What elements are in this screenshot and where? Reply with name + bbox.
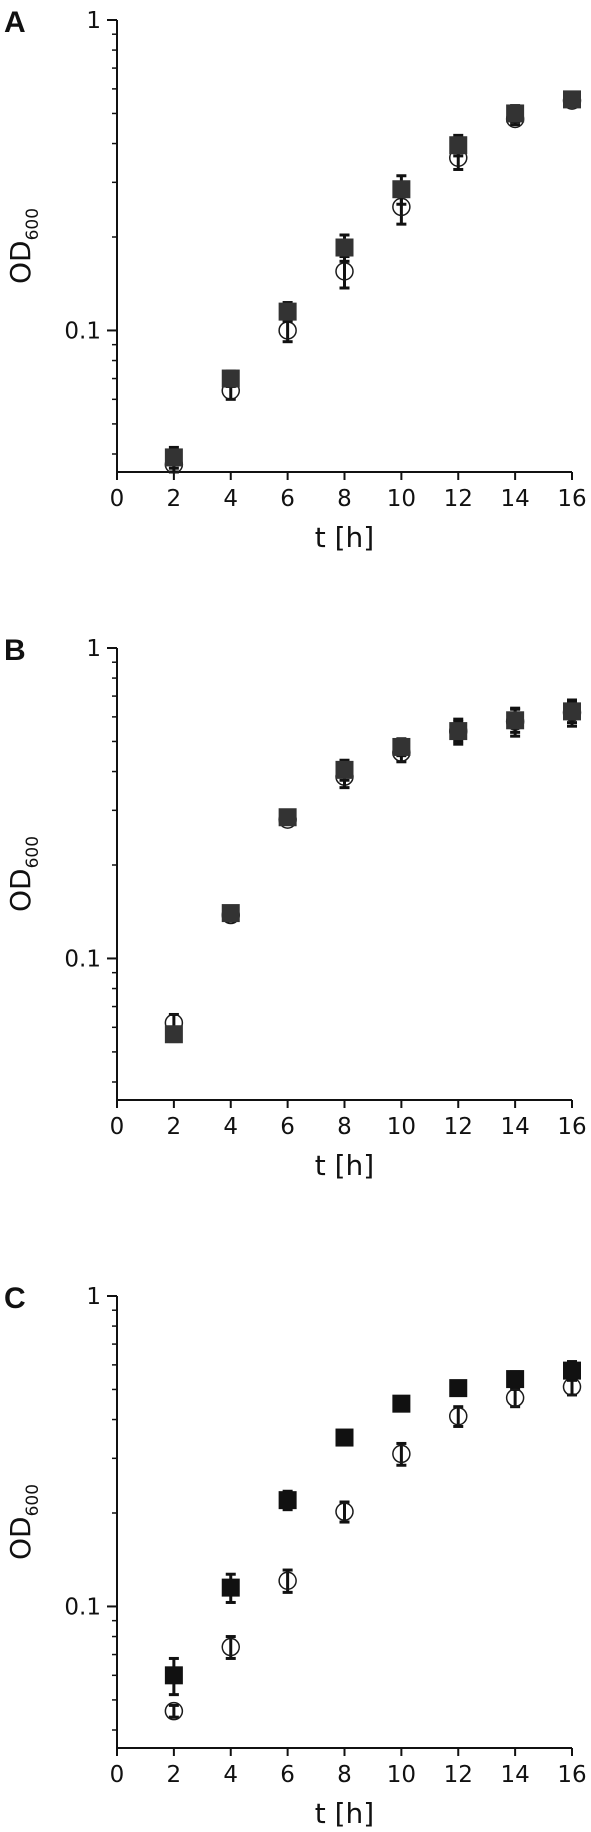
- series-open-circle: [164, 1377, 582, 1721]
- y-tick-label: 0.1: [64, 318, 101, 344]
- x-tick-label: 12: [444, 1762, 473, 1788]
- x-tick-label: 16: [557, 486, 586, 512]
- data-point-circle: [335, 262, 354, 281]
- x-tick-label: 4: [223, 486, 238, 512]
- x-axis-title: t [h]: [315, 521, 374, 554]
- x-tick-label: 4: [223, 1762, 238, 1788]
- x-tick-label: 4: [223, 1114, 238, 1140]
- panel-label: A: [4, 6, 26, 39]
- data-point-square: [506, 104, 525, 123]
- data-point-square: [278, 1491, 297, 1510]
- y-tick-label: 1: [86, 1284, 101, 1310]
- y-axis-title-sub: 600: [23, 1484, 43, 1516]
- x-tick-label: 0: [110, 1762, 125, 1788]
- x-tick-label: 14: [500, 1114, 529, 1140]
- data-point-circle: [392, 1444, 411, 1464]
- y-tick-label: 0.1: [64, 946, 101, 972]
- data-point-square: [221, 904, 240, 923]
- data-point-square: [221, 369, 240, 388]
- data-point-square: [335, 760, 354, 779]
- y-axis-title: OD600: [4, 208, 43, 284]
- data-point-circle: [278, 1571, 297, 1591]
- y-axis-title-main: OD: [4, 868, 37, 912]
- panel-c: C 0 2 4 6 8 10 12 14 16 0.1 1 t [h] OD600: [4, 1282, 587, 1830]
- x-tick-label: 2: [167, 1762, 182, 1788]
- series-open-circle: [164, 91, 582, 474]
- series-filled-square: [164, 1360, 581, 1697]
- series-filled-square: [164, 699, 581, 1044]
- panel-label: B: [4, 634, 26, 667]
- x-tick-label: 8: [337, 1114, 352, 1140]
- data-point-square: [563, 1361, 581, 1380]
- panel-a: A 0 2 4 6 8 10 12 14 16 0.1 1 t [h] OD600: [4, 6, 587, 554]
- data-point-square: [164, 448, 183, 467]
- data-point-square: [392, 180, 411, 199]
- data-point-circle: [164, 1701, 184, 1721]
- x-tick-label: 6: [280, 486, 295, 512]
- x-tick-label: 0: [110, 1114, 125, 1140]
- data-point-square: [164, 1025, 183, 1044]
- x-axis-title: t [h]: [315, 1149, 374, 1182]
- x-tick-label: 8: [337, 1762, 352, 1788]
- data-point-circle: [505, 1388, 525, 1408]
- data-point-square: [335, 238, 354, 257]
- y-tick-label: 1: [86, 636, 101, 662]
- x-axis-title: t [h]: [315, 1797, 374, 1830]
- data-point-square: [335, 1428, 354, 1447]
- x-tick-label: 10: [387, 1762, 416, 1788]
- y-axis-title-sub: 600: [23, 208, 43, 240]
- panel-label: C: [4, 1282, 26, 1315]
- data-point-square: [278, 808, 297, 827]
- panel-b: B 0 2 4 6 8 10 12 14 16 0.1 1 t [h] OD600: [4, 634, 587, 1182]
- x-tick-label: 6: [280, 1114, 295, 1140]
- y-axis-title: OD600: [4, 1484, 43, 1560]
- x-tick-label: 12: [444, 486, 473, 512]
- series-open-circle: [164, 698, 582, 1034]
- data-point-square: [449, 722, 468, 741]
- data-point-circle: [335, 1502, 354, 1521]
- x-tick-label: 2: [167, 486, 182, 512]
- x-tick-label: 8: [337, 486, 352, 512]
- x-tick-label: 10: [387, 486, 416, 512]
- x-tick-label: 16: [557, 1114, 586, 1140]
- x-tick-label: 10: [387, 1114, 416, 1140]
- x-tick-label: 2: [167, 1114, 182, 1140]
- data-point-circle: [221, 1637, 240, 1657]
- data-point-square: [164, 1666, 183, 1685]
- y-axis-title-main: OD: [4, 1516, 37, 1560]
- x-tick-label: 0: [110, 486, 125, 512]
- data-point-square: [278, 302, 297, 321]
- series-filled-square: [164, 90, 581, 470]
- x-tick-label: 14: [500, 1762, 529, 1788]
- x-tick-label: 12: [444, 1114, 473, 1140]
- data-point-square: [392, 737, 411, 756]
- data-point-circle: [449, 1406, 468, 1426]
- data-point-square: [392, 1394, 411, 1413]
- y-tick-label: 0.1: [64, 1594, 101, 1620]
- y-axis-title-main: OD: [4, 240, 37, 284]
- data-point-square: [221, 1578, 240, 1597]
- data-point-square: [506, 1370, 525, 1389]
- data-point-square: [449, 136, 468, 155]
- x-tick-label: 16: [557, 1762, 586, 1788]
- data-point-square: [563, 90, 581, 109]
- y-axis-title-sub: 600: [23, 836, 43, 868]
- data-point-square: [449, 1379, 468, 1398]
- data-point-square: [563, 702, 581, 721]
- x-tick-label: 14: [500, 486, 529, 512]
- x-tick-label: 6: [280, 1762, 295, 1788]
- y-axis-title: OD600: [4, 836, 43, 912]
- data-point-square: [506, 711, 525, 730]
- y-tick-label: 1: [86, 8, 101, 34]
